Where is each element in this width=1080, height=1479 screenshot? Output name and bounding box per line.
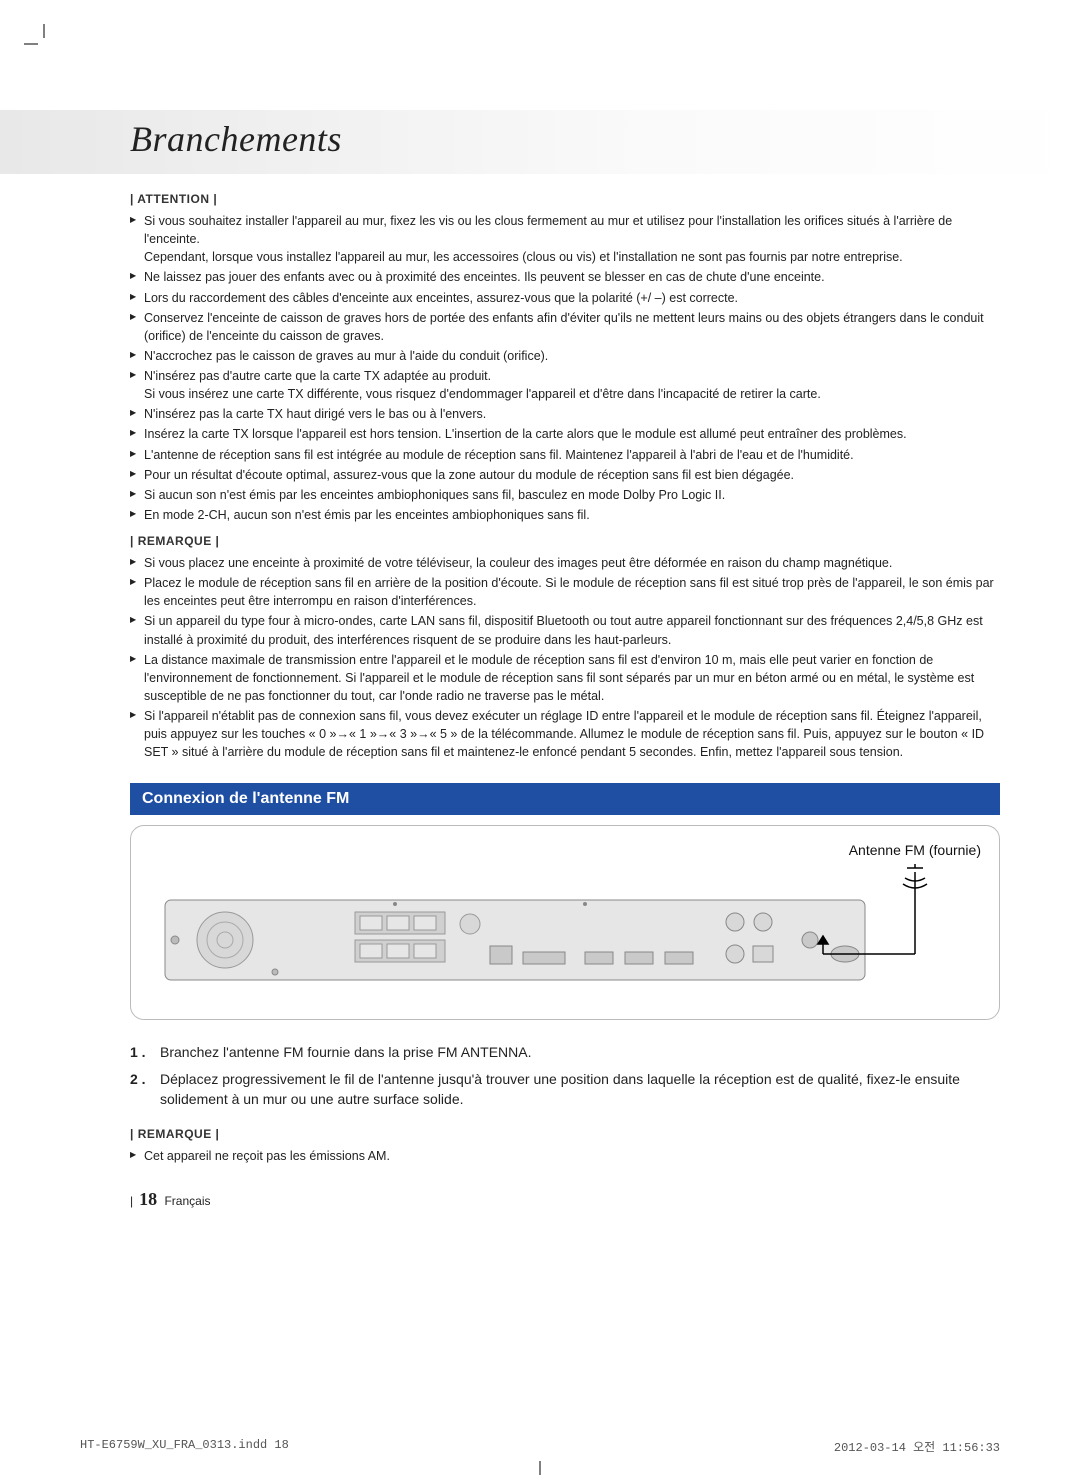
attention-item: Pour un résultat d'écoute optimal, assur… bbox=[130, 466, 1000, 484]
step-number: 1 . bbox=[130, 1042, 160, 1062]
page-number: 18 bbox=[139, 1189, 157, 1209]
attention-item: En mode 2-CH, aucun son n'est émis par l… bbox=[130, 506, 1000, 524]
print-timestamp: 2012-03-14 오전 11:56:33 bbox=[834, 1438, 1000, 1455]
title-band: Branchements bbox=[0, 110, 1080, 174]
attention-item: Si aucun son n'est émis par les enceinte… bbox=[130, 486, 1000, 504]
attention-item: Lors du raccordement des câbles d'encein… bbox=[130, 289, 1000, 307]
remarque-item: Si vous placez une enceinte à proximité … bbox=[130, 554, 1000, 572]
attention-item: Insérez la carte TX lorsque l'appareil e… bbox=[130, 425, 1000, 443]
page-content: Branchements | ATTENTION | Si vous souha… bbox=[0, 0, 1080, 1210]
remarque-list: Si vous placez une enceinte à proximité … bbox=[130, 554, 1000, 761]
crop-mark-icon bbox=[24, 24, 64, 64]
page-footer: |18 Français bbox=[130, 1189, 1000, 1210]
crop-mark-icon bbox=[530, 1455, 550, 1475]
attention-item: Si vous souhaitez installer l'appareil a… bbox=[130, 212, 1000, 266]
device-rear-diagram bbox=[149, 864, 981, 994]
remarque2-label: | REMARQUE | bbox=[130, 1127, 1000, 1141]
attention-item: N'insérez pas la carte TX haut dirigé ve… bbox=[130, 405, 1000, 423]
page-language: Français bbox=[164, 1194, 210, 1208]
remarque-item: Placez le module de réception sans fil e… bbox=[130, 574, 1000, 610]
step-item: 2 . Déplacez progressivement le fil de l… bbox=[130, 1069, 1000, 1110]
remarque-item: Si un appareil du type four à micro-onde… bbox=[130, 612, 1000, 648]
antenna-label: Antenne FM (fournie) bbox=[149, 842, 981, 858]
print-file: HT-E6759W_XU_FRA_0313.indd 18 bbox=[80, 1438, 289, 1455]
print-metadata: HT-E6759W_XU_FRA_0313.indd 18 2012-03-14… bbox=[80, 1438, 1000, 1455]
page-title: Branchements bbox=[130, 118, 1080, 160]
attention-item: N'insérez pas d'autre carte que la carte… bbox=[130, 367, 1000, 403]
device-diagram-panel: Antenne FM (fournie) bbox=[130, 825, 1000, 1020]
remarque-item: La distance maximale de transmission ent… bbox=[130, 651, 1000, 705]
attention-item: N'accrochez pas le caisson de graves au … bbox=[130, 347, 1000, 365]
remarque-label: | REMARQUE | bbox=[130, 534, 1000, 548]
section-header: Connexion de l'antenne FM bbox=[130, 783, 1000, 815]
remarque-item: Si l'appareil n'établit pas de connexion… bbox=[130, 707, 1000, 761]
step-text: Branchez l'antenne FM fournie dans la pr… bbox=[160, 1042, 532, 1062]
attention-label: | ATTENTION | bbox=[130, 192, 1000, 206]
step-number: 2 . bbox=[130, 1069, 160, 1110]
attention-item: Ne laissez pas jouer des enfants avec ou… bbox=[130, 268, 1000, 286]
step-text: Déplacez progressivement le fil de l'ant… bbox=[160, 1069, 1000, 1110]
instruction-steps: 1 . Branchez l'antenne FM fournie dans l… bbox=[130, 1042, 1000, 1109]
attention-item: L'antenne de réception sans fil est inté… bbox=[130, 446, 1000, 464]
attention-item: Conservez l'enceinte de caisson de grave… bbox=[130, 309, 1000, 345]
step-item: 1 . Branchez l'antenne FM fournie dans l… bbox=[130, 1042, 1000, 1062]
remarque2-item: Cet appareil ne reçoit pas les émissions… bbox=[130, 1147, 1000, 1165]
remarque2-list: Cet appareil ne reçoit pas les émissions… bbox=[130, 1147, 1000, 1165]
attention-list: Si vous souhaitez installer l'appareil a… bbox=[130, 212, 1000, 524]
